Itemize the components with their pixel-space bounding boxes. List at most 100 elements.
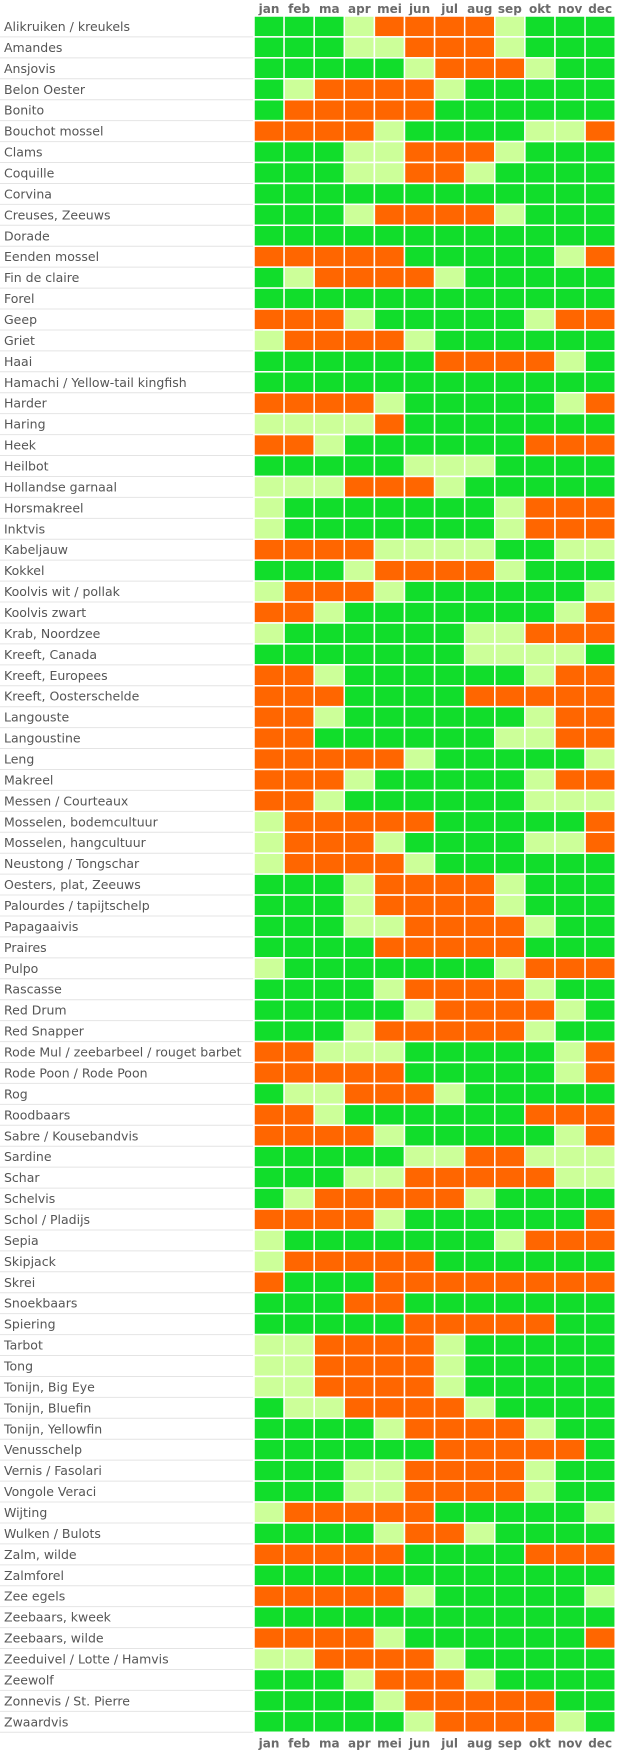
cell-ma [313, 873, 346, 896]
cell-okt [524, 810, 556, 834]
cell-mei [373, 412, 406, 436]
cell-aug [463, 1459, 496, 1482]
cell-dec [584, 1480, 616, 1503]
month-label-bottom-aug: aug [467, 1736, 492, 1750]
cell-jul [433, 601, 466, 624]
cell-jan [253, 412, 285, 436]
cell-nov [554, 1354, 586, 1378]
cell-apr [343, 161, 376, 185]
cell-jul [433, 936, 466, 959]
cell-nov [554, 559, 586, 582]
cell-jul [433, 36, 466, 59]
cell-aug [463, 1250, 496, 1273]
cell-ma [313, 350, 346, 373]
row-label: Alikruiken / kreukels [4, 19, 130, 34]
row-label: Schelvis [4, 1191, 55, 1206]
cell-sep [494, 1668, 526, 1692]
cell-feb [283, 287, 315, 310]
cell-feb [283, 57, 315, 80]
cell-jun [403, 831, 436, 854]
cell-jan [253, 1354, 285, 1378]
cell-mei [373, 538, 406, 561]
cell-dec [584, 1522, 616, 1545]
cell-mei [373, 475, 406, 499]
cell-feb [283, 1271, 315, 1294]
row-label: Kreeft, Oosterschelde [4, 689, 140, 704]
cell-feb [283, 496, 315, 520]
cell-jun [403, 1522, 436, 1545]
cell-jun [403, 705, 436, 729]
cell-aug [463, 1501, 496, 1524]
cell-jan [253, 1647, 285, 1671]
month-label-top-okt: okt [529, 2, 551, 16]
row-label: Langouste [4, 710, 69, 725]
cell-dec [584, 915, 616, 938]
cell-feb [283, 140, 315, 164]
cell-jul [433, 371, 466, 394]
cell-dec [584, 1354, 616, 1378]
cell-apr [343, 287, 376, 310]
cell-jan [253, 433, 285, 457]
cell-ma [313, 1229, 346, 1252]
cell-sep [494, 1082, 526, 1106]
cell-ma [313, 371, 346, 394]
cell-jul [433, 57, 466, 80]
cell-jan [253, 454, 285, 478]
cell-feb [283, 810, 315, 834]
cell-apr [343, 1103, 376, 1127]
cell-nov [554, 1564, 586, 1587]
cell-jun [403, 768, 436, 792]
cell-feb [283, 1480, 315, 1503]
cell-jan [253, 1103, 285, 1127]
cell-jan [253, 1626, 285, 1650]
cell-ma [313, 517, 346, 541]
cell-aug [463, 1585, 496, 1608]
cell-nov [554, 1187, 586, 1210]
cell-jan [253, 1208, 285, 1231]
top-month-labels: jan feb ma apr mei jun jul aug sep okt nov dec [258, 2, 612, 16]
cell-jul [433, 643, 466, 666]
cell-apr [343, 1312, 376, 1336]
cell-ma [313, 1103, 346, 1127]
cell-ma [313, 978, 346, 1001]
cell-aug [463, 350, 496, 373]
month-label-bottom-mei: mei [377, 1736, 402, 1750]
cell-feb [283, 705, 315, 729]
cell-dec [584, 36, 616, 59]
cell-apr [343, 852, 376, 875]
row-label: Praires [4, 940, 47, 955]
cell-jun [403, 1208, 436, 1231]
cell-jul [433, 224, 466, 247]
cell-okt [524, 15, 556, 38]
cell-feb [283, 747, 315, 771]
cell-jan [253, 1040, 285, 1064]
cell-dec [584, 1229, 616, 1252]
cell-aug [463, 936, 496, 959]
cell-nov [554, 1229, 586, 1252]
cell-nov [554, 287, 586, 310]
cell-nov [554, 1459, 586, 1482]
cell-okt [524, 329, 556, 352]
cell-ma [313, 1061, 346, 1085]
cell-aug [463, 768, 496, 792]
cell-nov [554, 1082, 586, 1106]
cell-nov [554, 391, 586, 415]
cell-mei [373, 936, 406, 959]
cell-jan [253, 726, 285, 750]
cell-jul [433, 998, 466, 1022]
cell-aug [463, 789, 496, 813]
cell-okt [524, 57, 556, 80]
cell-apr [343, 664, 376, 687]
cell-feb [283, 1187, 315, 1210]
cell-ma [313, 685, 346, 708]
cell-jun [403, 1375, 436, 1399]
cell-mei [373, 119, 406, 143]
cell-sep [494, 454, 526, 478]
cell-jun [403, 1480, 436, 1503]
cell-ma [313, 412, 346, 436]
cell-dec [584, 287, 616, 310]
cell-sep [494, 224, 526, 247]
cell-jun [403, 852, 436, 875]
row-label: Red Drum [4, 1003, 67, 1018]
cell-jun [403, 559, 436, 582]
